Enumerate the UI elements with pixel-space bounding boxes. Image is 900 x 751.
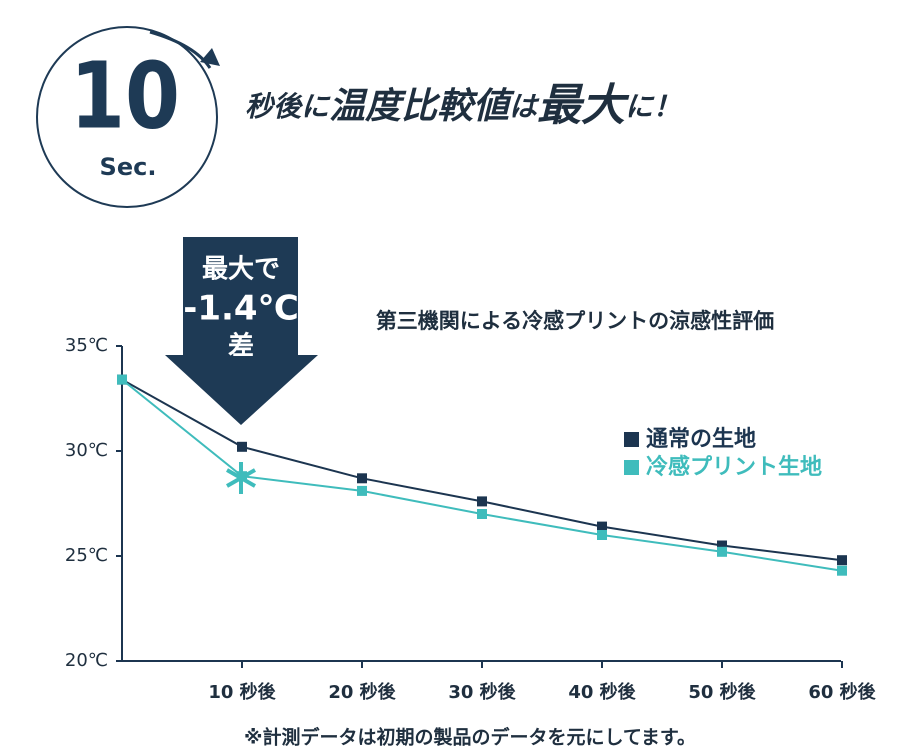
point bbox=[477, 509, 487, 519]
headline-part: は bbox=[509, 90, 540, 123]
callout-text: 最大で bbox=[202, 255, 280, 285]
legend-swatch bbox=[624, 432, 639, 447]
point bbox=[357, 485, 367, 496]
callout-arrow bbox=[165, 237, 318, 425]
snowflake-icon bbox=[226, 462, 256, 494]
callout-value: -1.4℃ bbox=[183, 289, 299, 329]
headline-part: 最大 bbox=[537, 80, 630, 131]
x-tick-label: 50 秒後 bbox=[688, 681, 756, 703]
badge-arrow bbox=[149, 30, 212, 69]
point bbox=[837, 555, 847, 566]
badge-number: 10 bbox=[70, 42, 180, 149]
legend-label: 冷感プリント生地 bbox=[646, 454, 822, 480]
y-tick-label: 25℃ bbox=[65, 545, 108, 566]
footnote: ※計測データは初期の製品のデータを元にしてます。 bbox=[244, 726, 696, 749]
point bbox=[477, 496, 487, 507]
headline-part: 秒後に bbox=[245, 90, 331, 123]
headline-part: 温度比較値 bbox=[329, 86, 515, 127]
x-tick-label: 20 秒後 bbox=[328, 681, 396, 703]
badge-arrowhead bbox=[200, 48, 220, 66]
badge-circle bbox=[36, 26, 218, 208]
point bbox=[717, 546, 727, 557]
x-tick-label: 40 秒後 bbox=[568, 681, 636, 703]
x-tick-label: 60 秒後 bbox=[808, 681, 876, 703]
point bbox=[237, 441, 247, 452]
point bbox=[117, 374, 127, 385]
y-tick-label: 30℃ bbox=[65, 440, 108, 461]
plot: 20℃ 25℃ 30℃ 35℃ 10 秒後 20 秒後 30 秒後 40 秒後 50 秒後 60 … bbox=[65, 335, 877, 703]
badge: 10 Sec. bbox=[36, 26, 220, 208]
headline: 秒後に温度比較値は最大に！ bbox=[245, 80, 681, 131]
y-tick-label: 35℃ bbox=[65, 335, 108, 356]
badge-unit: Sec. bbox=[100, 153, 157, 181]
point bbox=[597, 521, 607, 532]
legend-label: 通常の生地 bbox=[646, 426, 756, 452]
chart-title: 第三機関による冷感プリントの涼感性評価 bbox=[376, 309, 774, 333]
legend-swatch bbox=[624, 460, 639, 475]
x-tick-label: 30 秒後 bbox=[448, 681, 516, 703]
callout-text: 差 bbox=[228, 331, 254, 362]
headline-part: に！ bbox=[625, 90, 681, 123]
snowflake-stroke bbox=[226, 468, 256, 488]
callout: 最大で -1.4℃ 差 bbox=[165, 237, 318, 425]
point bbox=[357, 473, 367, 484]
y-tick-label: 20℃ bbox=[65, 650, 108, 671]
point bbox=[597, 530, 607, 540]
point bbox=[837, 565, 847, 576]
x-tick-label: 10 秒後 bbox=[208, 681, 276, 703]
point bbox=[717, 540, 727, 551]
